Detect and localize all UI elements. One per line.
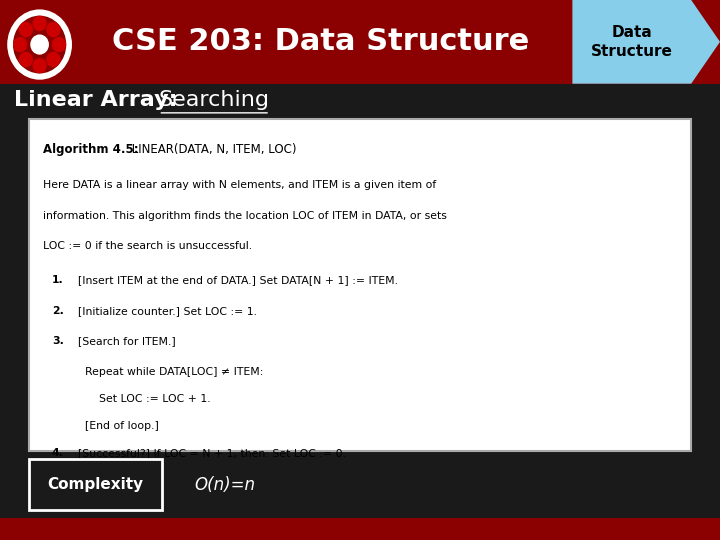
Text: CSE 203: Data Structure: CSE 203: Data Structure <box>112 28 529 56</box>
Text: O(n)=n: O(n)=n <box>194 476 256 494</box>
Circle shape <box>14 16 66 73</box>
Polygon shape <box>572 0 720 84</box>
Text: Repeat while DATA[LOC] ≠ ITEM:: Repeat while DATA[LOC] ≠ ITEM: <box>85 367 264 377</box>
Text: information. This algorithm finds the location LOC of ITEM in DATA, or sets: information. This algorithm finds the lo… <box>43 211 447 221</box>
Circle shape <box>19 23 32 37</box>
Circle shape <box>53 37 66 52</box>
Circle shape <box>31 35 48 54</box>
Text: [Search for ITEM.]: [Search for ITEM.] <box>78 336 176 347</box>
FancyBboxPatch shape <box>29 459 162 510</box>
Text: 1.: 1. <box>52 275 63 285</box>
Circle shape <box>47 52 60 66</box>
Text: 5.: 5. <box>52 479 63 489</box>
Circle shape <box>33 59 46 73</box>
Text: [Successful?] If LOC = N + 1, then: Set LOC := 0.: [Successful?] If LOC = N + 1, then: Set … <box>78 448 346 458</box>
Text: 2.: 2. <box>52 306 63 316</box>
Circle shape <box>8 10 71 79</box>
Text: Data
Structure: Data Structure <box>591 25 672 59</box>
Circle shape <box>47 23 60 37</box>
Text: [End of loop.]: [End of loop.] <box>85 421 159 431</box>
Text: 3.: 3. <box>52 336 63 347</box>
Text: LINEAR(DATA, N, ITEM, LOC): LINEAR(DATA, N, ITEM, LOC) <box>128 143 297 156</box>
Text: 4.: 4. <box>52 448 63 458</box>
Circle shape <box>14 37 27 52</box>
Text: Here DATA is a linear array with N elements, and ITEM is a given item of: Here DATA is a linear array with N eleme… <box>43 180 436 190</box>
Circle shape <box>33 16 46 30</box>
Text: Linear Array:: Linear Array: <box>14 90 178 110</box>
FancyBboxPatch shape <box>0 518 720 540</box>
Text: Set LOC := LOC + 1.: Set LOC := LOC + 1. <box>85 394 210 404</box>
FancyBboxPatch shape <box>29 119 691 451</box>
Text: Searching: Searching <box>158 90 269 110</box>
Text: Exit.: Exit. <box>78 479 102 489</box>
Text: Complexity: Complexity <box>48 477 143 492</box>
Text: [Initialize counter.] Set LOC := 1.: [Initialize counter.] Set LOC := 1. <box>78 306 257 316</box>
FancyBboxPatch shape <box>0 0 720 84</box>
Text: LOC := 0 if the search is unsuccessful.: LOC := 0 if the search is unsuccessful. <box>43 241 252 252</box>
Text: [Insert ITEM at the end of DATA.] Set DATA[N + 1] := ITEM.: [Insert ITEM at the end of DATA.] Set DA… <box>78 275 397 285</box>
Circle shape <box>19 52 32 66</box>
Text: Algorithm 4.5:: Algorithm 4.5: <box>43 143 139 156</box>
